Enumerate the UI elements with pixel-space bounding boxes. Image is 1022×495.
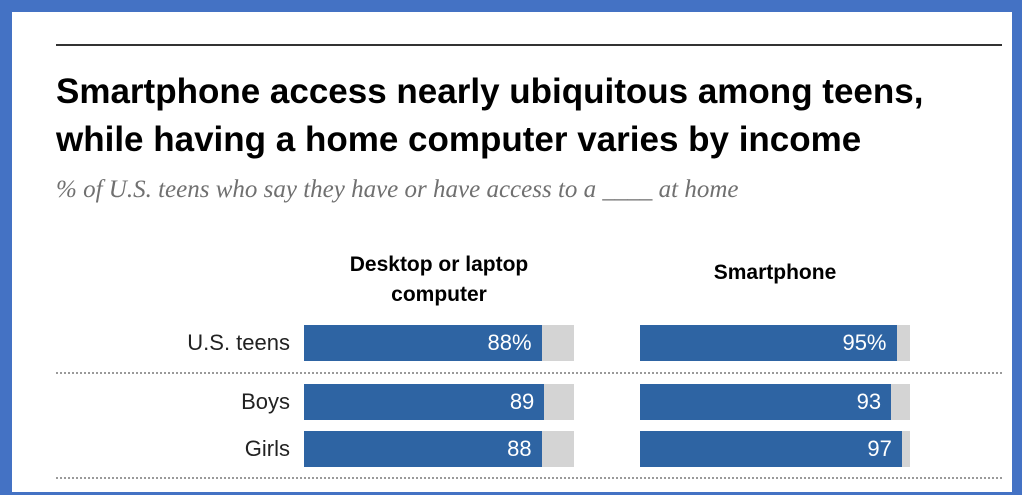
chart-title: Smartphone access nearly ubiquitous amon… [56,68,1006,164]
data-label: 88% [487,330,532,355]
bar-1-2 [640,431,902,467]
data-label: 95% [842,330,887,355]
row-separator [56,372,1002,374]
bar-track: 93 [640,384,910,420]
data-label: 97 [867,436,892,461]
bar-0-2 [304,431,542,467]
category-label: U.S. teens [187,330,290,355]
top-rule [56,44,1002,46]
data-label: 88 [507,436,532,461]
series-label-0: Desktop or laptop computer [349,253,529,306]
bar-track: 89 [304,384,574,420]
bar-track: 88 [304,431,574,467]
row-separator [56,477,1002,479]
bar-1-1 [640,384,892,420]
bar-track: 97 [640,431,910,467]
bar-0-0 [304,325,542,361]
series-label-1: Smartphone [713,261,837,284]
bar-1-0 [640,325,897,361]
chart-title-line-2: while having a home computer varies by i… [56,120,862,159]
bar-track: 95% [640,325,910,361]
category-label: Boys [241,389,290,414]
bar-track: 88% [304,325,574,361]
category-label: Girls [244,436,290,461]
data-label: 89 [509,389,535,414]
bar-0-1 [304,384,545,420]
chart-subtitle: % of U.S. teens who say they have or hav… [56,176,739,203]
chart-title-line-1: Smartphone access nearly ubiquitous amon… [56,72,924,111]
data-label: 93 [856,389,882,414]
